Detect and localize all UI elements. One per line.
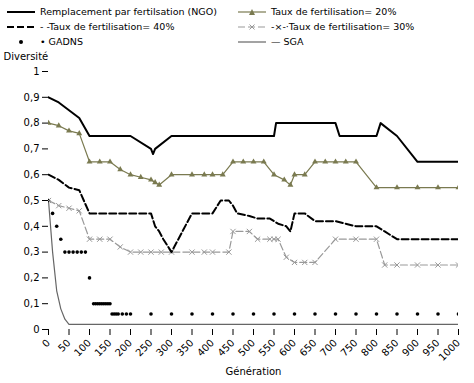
svg-text:200: 200: [113, 337, 134, 358]
svg-text:100: 100: [72, 337, 93, 358]
svg-text:0,5: 0,5: [24, 195, 40, 206]
svg-text:550: 550: [256, 337, 277, 358]
svg-text:0,4: 0,4: [24, 221, 40, 232]
svg-text:Diversité: Diversité: [4, 51, 49, 62]
html-text:-×-·Taux de fertilisation= 30%: -×-·Taux de fertilisation= 30%: [271, 21, 415, 32]
svg-text:350: 350: [174, 337, 195, 358]
svg-text:0,1: 0,1: [24, 298, 40, 309]
html-text:Taux de fertilisation= 20%: Taux de fertilisation= 20%: [271, 6, 397, 17]
svg-text:300: 300: [154, 337, 175, 358]
svg-text:750: 750: [338, 337, 359, 358]
svg-text:0: 0: [33, 324, 39, 335]
svg-text:950: 950: [420, 337, 442, 359]
svg-text:0,6: 0,6: [24, 169, 40, 180]
svg-text:0,2: 0,2: [24, 272, 40, 283]
svg-text:Génération: Génération: [226, 366, 282, 377]
svg-text:0,8: 0,8: [24, 117, 40, 128]
svg-text:600: 600: [277, 337, 298, 358]
svg-text:0,3: 0,3: [24, 246, 40, 257]
svg-text:150: 150: [92, 337, 113, 358]
html-text:— SGA: — SGA: [271, 36, 304, 47]
svg-text:450: 450: [215, 337, 236, 358]
svg-text:0,7: 0,7: [24, 143, 40, 154]
svg-text:800: 800: [359, 337, 380, 358]
svg-text:700: 700: [318, 337, 339, 358]
svg-text:400: 400: [195, 337, 216, 358]
svg-text:850: 850: [379, 337, 400, 358]
svg-text:50: 50: [56, 337, 73, 354]
svg-text:500: 500: [236, 337, 257, 358]
svg-text:250: 250: [133, 337, 154, 358]
svg-text:0,9: 0,9: [24, 92, 40, 103]
svg-text:1: 1: [33, 66, 39, 77]
svg-text:650: 650: [297, 337, 318, 358]
html-text:- -Taux de fertilisation= 40%: - -Taux de fertilisation= 40%: [40, 21, 175, 32]
svg-text:900: 900: [400, 337, 421, 358]
html-text:Remplacement par fertilsation: Remplacement par fertilsation (NGO): [40, 6, 217, 17]
html-text:• GADNS: • GADNS: [40, 36, 83, 47]
svg-text:0: 0: [40, 337, 52, 349]
svg-text:1000: 1000: [436, 337, 462, 363]
